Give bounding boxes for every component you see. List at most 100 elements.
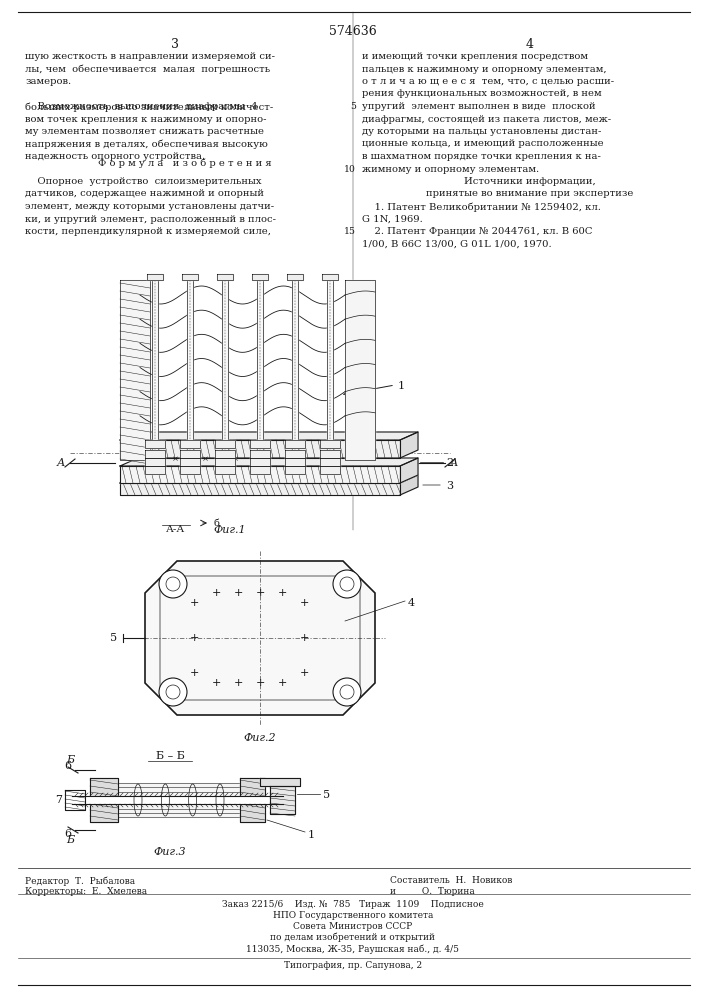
Text: ×: ×	[262, 455, 269, 463]
Text: 5: 5	[110, 633, 117, 643]
Text: о т л и ч а ю щ е е с я  тем, что, с целью расши-: о т л и ч а ю щ е е с я тем, что, с цель…	[362, 77, 614, 86]
Polygon shape	[257, 280, 263, 458]
Polygon shape	[400, 458, 418, 483]
Text: 113035, Москва, Ж-35, Раушская наб., д. 4/5: 113035, Москва, Ж-35, Раушская наб., д. …	[247, 944, 460, 954]
Circle shape	[159, 570, 187, 598]
Polygon shape	[320, 440, 340, 448]
Text: 1/00, В 66С 13/00, G 01L 1/00, 1970.: 1/00, В 66С 13/00, G 01L 1/00, 1970.	[362, 239, 551, 248]
Text: 6: 6	[64, 829, 71, 839]
Text: G 1N, 1969.: G 1N, 1969.	[362, 215, 423, 224]
Text: +: +	[299, 633, 309, 643]
Text: Б – Б: Б – Б	[156, 751, 185, 761]
Polygon shape	[152, 280, 158, 458]
Text: 7: 7	[55, 795, 62, 805]
Text: ки, и упругий элемент, расположенный в плос-: ки, и упругий элемент, расположенный в п…	[25, 215, 276, 224]
Text: +: +	[189, 598, 199, 608]
Text: ×: ×	[201, 455, 209, 463]
Polygon shape	[90, 778, 118, 822]
Polygon shape	[250, 440, 270, 448]
Text: пальцев к нажимному и опорному элементам,: пальцев к нажимному и опорному элементам…	[362, 64, 607, 74]
Circle shape	[333, 570, 361, 598]
Text: +: +	[233, 678, 243, 688]
Text: Фиг.3: Фиг.3	[153, 847, 187, 857]
Text: А: А	[450, 458, 458, 468]
Polygon shape	[400, 432, 418, 458]
Polygon shape	[250, 466, 270, 474]
Polygon shape	[180, 450, 200, 458]
Polygon shape	[285, 466, 305, 474]
Text: 4: 4	[408, 598, 415, 608]
Polygon shape	[120, 466, 400, 483]
Text: Источники информации,: Источники информации,	[464, 177, 596, 186]
Polygon shape	[285, 458, 305, 466]
Circle shape	[333, 678, 361, 706]
Text: 10: 10	[344, 164, 356, 174]
Polygon shape	[240, 778, 265, 822]
Text: +: +	[189, 633, 199, 643]
Polygon shape	[120, 483, 400, 495]
Polygon shape	[320, 458, 340, 466]
Polygon shape	[145, 440, 165, 448]
Text: замеров.: замеров.	[25, 77, 71, 86]
Polygon shape	[147, 274, 163, 280]
Polygon shape	[180, 458, 200, 466]
Polygon shape	[215, 458, 235, 466]
Text: и         О.  Тюрина: и О. Тюрина	[390, 887, 474, 896]
Polygon shape	[320, 450, 340, 458]
Text: жимному и опорному элементам.: жимному и опорному элементам.	[362, 164, 539, 174]
Polygon shape	[120, 432, 418, 440]
Text: ×: ×	[172, 455, 178, 463]
Polygon shape	[322, 274, 338, 280]
Text: и имеющий точки крепления посредством: и имеющий точки крепления посредством	[362, 52, 588, 61]
Text: Опорное  устройство  силоизмерительных: Опорное устройство силоизмерительных	[25, 177, 262, 186]
Text: принятые во внимание при экспертизе: принятые во внимание при экспертизе	[426, 190, 633, 198]
Polygon shape	[187, 280, 193, 458]
Text: +: +	[211, 678, 221, 688]
Text: +: +	[277, 588, 286, 598]
Text: +: +	[255, 678, 264, 688]
Text: 2: 2	[446, 458, 453, 468]
Text: НПО Государственного комитета: НПО Государственного комитета	[273, 911, 433, 920]
Text: больших размеров со значительным количест-: больших размеров со значительным количес…	[25, 102, 273, 111]
Text: 3: 3	[171, 38, 179, 51]
Text: Возможность  выполнения  диафрагмы  4: Возможность выполнения диафрагмы 4	[25, 102, 257, 111]
Text: +: +	[299, 668, 309, 678]
Text: лы, чем  обеспечивается  малая  погрешность: лы, чем обеспечивается малая погрешность	[25, 64, 270, 74]
Text: А-А: А-А	[165, 525, 185, 534]
Polygon shape	[145, 458, 165, 466]
Text: 5: 5	[323, 790, 330, 800]
Text: диафрагмы, состоящей из пакета листов, меж-: диафрагмы, состоящей из пакета листов, м…	[362, 114, 611, 123]
Text: 5: 5	[350, 102, 356, 111]
Text: 1: 1	[398, 381, 405, 391]
Text: напряжения в деталях, обеспечивая высокую: напряжения в деталях, обеспечивая высоку…	[25, 139, 268, 149]
Text: Корректоры:  Е.  Хмелева: Корректоры: Е. Хмелева	[25, 887, 147, 896]
Polygon shape	[252, 274, 268, 280]
Text: +: +	[299, 598, 309, 608]
Polygon shape	[320, 466, 340, 474]
Polygon shape	[145, 561, 375, 715]
Text: в шахматном порядке точки крепления к на-: в шахматном порядке точки крепления к на…	[362, 152, 601, 161]
Polygon shape	[345, 280, 375, 460]
Polygon shape	[250, 458, 270, 466]
Text: +: +	[255, 588, 264, 598]
Text: элемент, между которыми установлены датчи-: элемент, между которыми установлены датч…	[25, 202, 274, 211]
Polygon shape	[65, 790, 85, 810]
Polygon shape	[180, 466, 200, 474]
Polygon shape	[145, 450, 165, 458]
Text: +: +	[189, 668, 199, 678]
Text: Редактор  Т.  Рыбалова: Редактор Т. Рыбалова	[25, 876, 135, 886]
Polygon shape	[217, 274, 233, 280]
Polygon shape	[287, 274, 303, 280]
Text: Составитель  Н.  Новиков: Составитель Н. Новиков	[390, 876, 513, 885]
Text: шую жесткость в направлении измеряемой си-: шую жесткость в направлении измеряемой с…	[25, 52, 275, 61]
Polygon shape	[285, 450, 305, 458]
Text: Фиг.1: Фиг.1	[214, 525, 246, 535]
Text: 2. Патент Франции № 2044761, кл. В 60С: 2. Патент Франции № 2044761, кл. В 60С	[362, 227, 592, 236]
Text: 1. Патент Великобритании № 1259402, кл.: 1. Патент Великобритании № 1259402, кл.	[362, 202, 601, 212]
Text: 6: 6	[64, 761, 71, 771]
Polygon shape	[215, 440, 235, 448]
Text: Б: Б	[66, 755, 74, 765]
Text: ×: ×	[231, 455, 238, 463]
Text: А: А	[57, 458, 65, 468]
Polygon shape	[400, 475, 418, 495]
